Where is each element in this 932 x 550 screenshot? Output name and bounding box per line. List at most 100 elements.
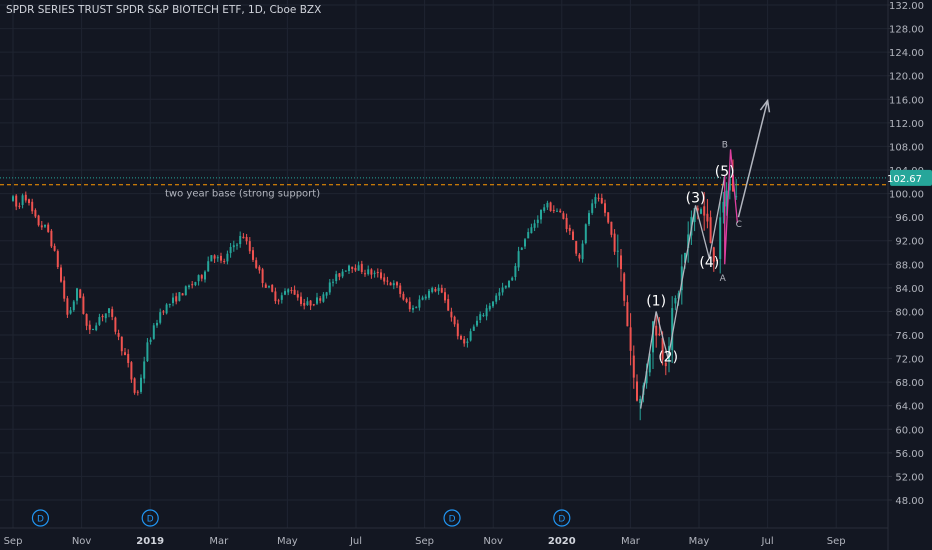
candle-up — [437, 287, 440, 292]
time-tick-label: Sep — [827, 536, 846, 547]
candle-up — [373, 272, 376, 274]
candle-down — [223, 261, 226, 263]
candle-down — [703, 206, 706, 216]
candle-down — [309, 300, 312, 306]
price-tick-label: 84.00 — [895, 284, 924, 295]
candle-up — [719, 217, 722, 259]
price-tick-label: 128.00 — [889, 25, 924, 36]
candle-down — [293, 289, 296, 295]
wave-label-3: (3) — [686, 190, 706, 206]
candle-down — [40, 225, 43, 228]
candle-up — [511, 277, 514, 281]
candle-down — [732, 174, 734, 192]
candle-down — [60, 267, 62, 282]
price-tick-label: 120.00 — [889, 72, 924, 83]
candle-down — [242, 236, 245, 239]
candle-up — [687, 234, 690, 248]
candle-up — [268, 286, 270, 288]
candle-down — [712, 247, 715, 262]
candle-up — [501, 287, 504, 293]
candle-up — [415, 307, 418, 309]
candle-up — [168, 303, 171, 305]
candle-up — [639, 398, 642, 404]
candle-down — [296, 294, 299, 298]
price-tick-label: 80.00 — [895, 307, 924, 318]
time-tick-label: Sep — [415, 536, 434, 547]
candle-down — [405, 298, 408, 303]
candle-down — [568, 227, 571, 231]
candle-up — [344, 270, 347, 272]
candle-down — [613, 233, 616, 252]
candle-up — [677, 293, 680, 299]
price-tick-label: 68.00 — [895, 378, 924, 389]
candle-up — [328, 282, 331, 293]
candle-down — [447, 299, 450, 311]
candle-up — [524, 239, 526, 247]
candle-up — [367, 269, 370, 275]
dividend-marker[interactable] — [31, 509, 50, 527]
chart-title: SPDR SERIES TRUST SPDR S&P BIOTECH ETF, … — [6, 4, 322, 16]
candle-down — [351, 266, 354, 269]
candle-down — [399, 285, 402, 294]
candle-down — [600, 197, 603, 204]
candle-down — [716, 259, 718, 262]
candle-down — [248, 241, 251, 252]
candle-up — [584, 224, 587, 244]
candle-down — [255, 260, 258, 268]
candle-up — [216, 257, 219, 259]
candle-down — [175, 296, 178, 302]
candle-down — [386, 280, 389, 282]
candle-down — [82, 296, 85, 314]
candle-down — [709, 217, 712, 243]
dividend-marker[interactable] — [553, 509, 571, 527]
candle-up — [517, 251, 520, 268]
wave-label-b: B — [722, 140, 728, 150]
candle-up — [44, 224, 46, 227]
candle-up — [95, 325, 98, 331]
candle-down — [578, 254, 581, 259]
candle-down — [607, 212, 610, 223]
candle-up — [645, 371, 648, 384]
candle-down — [434, 288, 437, 292]
price-tick-label: 112.00 — [889, 119, 924, 130]
time-tick-label: May — [689, 536, 710, 547]
candle-up — [149, 339, 152, 342]
candle-down — [47, 224, 50, 232]
candle-up — [165, 304, 168, 314]
candle-down — [85, 314, 88, 326]
candle-up — [12, 196, 14, 201]
candle-down — [575, 241, 578, 254]
abc-correction-line — [724, 149, 739, 265]
candle-up — [229, 247, 232, 254]
candle-down — [370, 269, 373, 275]
candle-up — [543, 207, 546, 211]
support-label: two year base (strong support) — [165, 189, 320, 200]
candle-down — [220, 255, 222, 261]
candle-up — [21, 195, 24, 205]
price-tick-label: 72.00 — [895, 355, 924, 366]
dividend-marker-label: D — [37, 515, 44, 525]
candle-up — [280, 295, 283, 300]
candle-up — [316, 297, 318, 304]
candle-down — [261, 269, 264, 284]
price-tick-label: 48.00 — [895, 496, 924, 507]
dividend-marker[interactable] — [141, 509, 159, 527]
candle-down — [658, 333, 661, 336]
candle-up — [495, 295, 498, 302]
dividend-marker[interactable] — [443, 509, 461, 527]
candle-up — [700, 209, 702, 214]
candle-up — [482, 315, 485, 317]
candle-down — [440, 287, 443, 293]
candle-up — [184, 286, 187, 296]
price-tick-label: 108.00 — [889, 142, 924, 153]
candle-up — [335, 274, 338, 282]
price-tick-label: 56.00 — [895, 449, 924, 460]
candle-up — [488, 305, 491, 310]
candle-down — [50, 230, 53, 247]
candle-down — [696, 208, 699, 211]
candle-down — [117, 332, 120, 337]
candle-down — [632, 355, 635, 378]
